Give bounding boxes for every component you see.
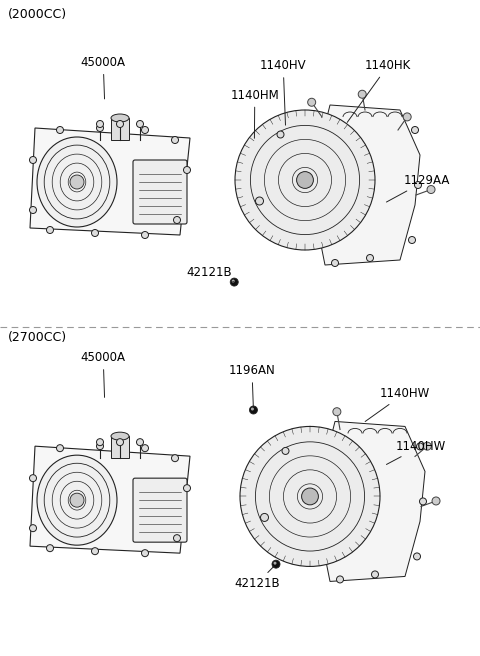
Circle shape: [333, 408, 341, 416]
Circle shape: [142, 127, 148, 134]
Circle shape: [413, 553, 420, 560]
Circle shape: [142, 445, 148, 452]
Circle shape: [117, 121, 123, 127]
Circle shape: [171, 455, 179, 462]
Circle shape: [432, 497, 440, 505]
Circle shape: [173, 535, 180, 542]
Circle shape: [420, 498, 427, 505]
Ellipse shape: [37, 455, 117, 545]
Circle shape: [297, 172, 313, 188]
Text: 1140HM: 1140HM: [230, 89, 279, 138]
Circle shape: [232, 279, 235, 283]
Circle shape: [240, 426, 380, 566]
Bar: [111, 118, 129, 140]
Text: 1140HW: 1140HW: [386, 440, 446, 464]
Ellipse shape: [37, 137, 117, 227]
Circle shape: [251, 407, 254, 411]
Circle shape: [261, 514, 268, 522]
Polygon shape: [315, 105, 420, 265]
Circle shape: [92, 548, 98, 555]
Polygon shape: [320, 421, 425, 581]
Circle shape: [29, 207, 36, 213]
Text: 1140HV: 1140HV: [260, 59, 307, 125]
Text: (2000CC): (2000CC): [8, 8, 67, 21]
Circle shape: [29, 525, 36, 531]
Circle shape: [408, 237, 416, 243]
Text: 1140HK: 1140HK: [347, 59, 411, 123]
Circle shape: [183, 485, 191, 491]
Text: 1129AA: 1129AA: [386, 174, 450, 202]
Circle shape: [230, 278, 238, 286]
Circle shape: [274, 562, 276, 565]
Polygon shape: [30, 446, 190, 553]
Circle shape: [235, 110, 375, 250]
Text: 1140HW: 1140HW: [365, 387, 430, 422]
Text: 42121B: 42121B: [186, 266, 234, 282]
Text: 1196AN: 1196AN: [228, 364, 276, 407]
Circle shape: [183, 167, 191, 173]
Circle shape: [57, 127, 63, 134]
Polygon shape: [30, 128, 190, 235]
FancyBboxPatch shape: [133, 478, 187, 542]
Circle shape: [336, 576, 344, 583]
Text: 45000A: 45000A: [81, 56, 126, 99]
Circle shape: [136, 439, 144, 445]
Circle shape: [301, 488, 318, 505]
Circle shape: [96, 121, 104, 127]
Circle shape: [70, 175, 84, 189]
Circle shape: [29, 475, 36, 482]
Circle shape: [332, 260, 338, 266]
Circle shape: [57, 445, 63, 452]
Circle shape: [427, 186, 435, 194]
Circle shape: [29, 157, 36, 163]
FancyBboxPatch shape: [133, 160, 187, 224]
Circle shape: [272, 560, 280, 568]
Circle shape: [96, 443, 104, 449]
Circle shape: [358, 91, 366, 98]
Ellipse shape: [111, 432, 129, 440]
Circle shape: [415, 182, 421, 188]
Circle shape: [70, 493, 84, 507]
Circle shape: [136, 121, 144, 127]
Circle shape: [96, 125, 104, 131]
Circle shape: [173, 216, 180, 224]
Circle shape: [372, 571, 379, 578]
Circle shape: [142, 232, 148, 239]
Circle shape: [282, 447, 289, 455]
Bar: [111, 436, 129, 458]
Circle shape: [417, 443, 423, 450]
Circle shape: [250, 406, 257, 414]
Circle shape: [171, 136, 179, 144]
Circle shape: [411, 127, 419, 134]
Circle shape: [92, 230, 98, 237]
Circle shape: [47, 226, 53, 234]
Circle shape: [142, 550, 148, 557]
Circle shape: [423, 442, 431, 450]
Text: (2700CC): (2700CC): [8, 331, 67, 344]
Circle shape: [308, 98, 316, 106]
Circle shape: [96, 439, 104, 445]
Ellipse shape: [111, 114, 129, 122]
Circle shape: [277, 131, 284, 138]
Circle shape: [117, 439, 123, 445]
Text: 42121B: 42121B: [234, 566, 280, 590]
Text: 45000A: 45000A: [81, 351, 126, 398]
Circle shape: [255, 197, 264, 205]
Circle shape: [47, 544, 53, 552]
Circle shape: [367, 255, 373, 262]
Circle shape: [403, 113, 411, 121]
